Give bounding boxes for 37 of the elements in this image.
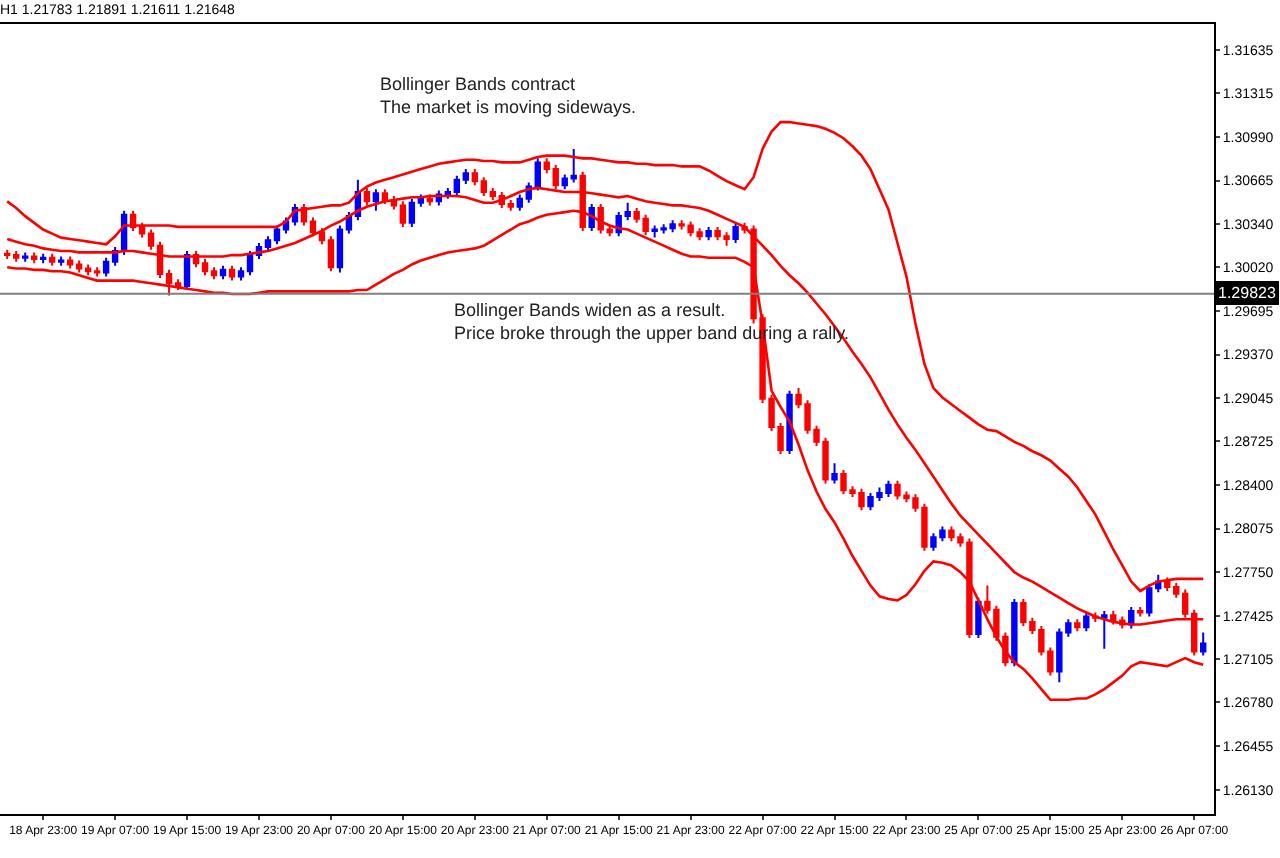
candlestick: [831, 462, 838, 485]
candlestick: [75, 259, 83, 274]
candlestick: [39, 252, 47, 265]
candlestick: [399, 200, 407, 228]
ref-line-label: 1.29823: [1218, 284, 1277, 302]
candlestick: [1011, 598, 1018, 668]
candlestick: [228, 264, 236, 282]
candlestick: [975, 596, 982, 639]
candlestick: [1083, 611, 1090, 633]
candlestick: [453, 174, 461, 197]
candlestick: [1146, 583, 1153, 618]
candlestick: [84, 263, 92, 277]
annotation: Bollinger Bands contract The market is moving sideways.: [380, 74, 637, 118]
candlestick: [408, 197, 416, 228]
candlestick: [1074, 618, 1081, 633]
candlestick: [264, 235, 272, 253]
candlestick: [372, 188, 380, 212]
candlestick: [219, 264, 227, 281]
candlestick: [732, 221, 739, 244]
candlestick: [210, 266, 218, 281]
line-series: [5, 120, 1205, 593]
candlestick: [21, 251, 29, 263]
candlestick: [4, 248, 11, 261]
candlestick: [705, 225, 712, 242]
candlestick: [1137, 606, 1144, 618]
candlestick: [12, 250, 20, 263]
candlestick: [1200, 631, 1207, 657]
candlestick: [507, 199, 514, 212]
candlestick: [1101, 610, 1108, 650]
candlestick: [93, 266, 101, 278]
candlestick: [66, 255, 74, 270]
candlestick: [48, 252, 56, 267]
candlestick: [327, 235, 335, 273]
candlestick: [201, 258, 209, 277]
candlestick: [57, 255, 65, 267]
candlestick: [570, 147, 577, 184]
candlestick: [30, 251, 38, 265]
